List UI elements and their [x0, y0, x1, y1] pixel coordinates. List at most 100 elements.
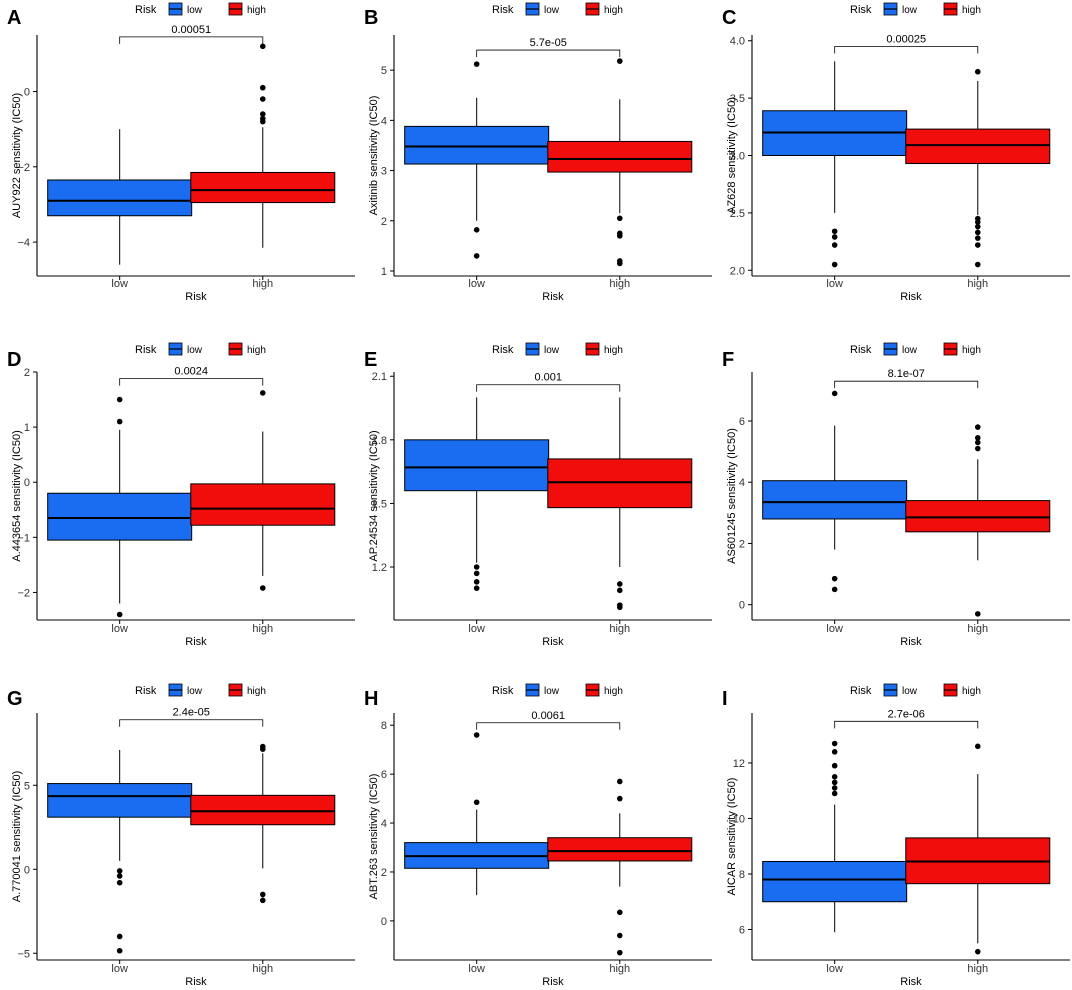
outlier-point — [473, 564, 480, 570]
outlier-point — [974, 439, 981, 446]
legend: Risk low high — [135, 2, 266, 16]
y-tick-label: 4 — [739, 477, 745, 489]
legend-label-low: low — [544, 686, 560, 697]
y-tick-label: 3.5 — [730, 93, 745, 105]
x-tick-label: high — [967, 278, 988, 290]
legend-title: Risk — [850, 685, 872, 697]
y-tick-label: −1 — [17, 532, 30, 544]
y-tick-label: 4 — [381, 115, 387, 127]
y-tick-label: 2.1 — [372, 371, 387, 383]
p-value-label: 5.7e-05 — [530, 37, 567, 49]
outlier-point — [259, 96, 266, 102]
y-tick-label: 6 — [739, 416, 745, 428]
y-tick-label: −4 — [17, 237, 30, 249]
outlier-point — [831, 774, 838, 780]
box-low — [404, 397, 550, 592]
significance-bracket — [119, 36, 264, 44]
legend-label-low: low — [544, 5, 560, 16]
legend-label-high: high — [604, 5, 623, 16]
panel-letter: F — [722, 349, 734, 371]
outlier-point — [616, 260, 623, 267]
panel-b: B Risk low high 1 2 3 4 5 Axitinib sensitivity (I… — [364, 2, 712, 303]
significance-bracket — [119, 378, 264, 386]
outlier-point — [831, 586, 838, 593]
legend-label-low: low — [902, 345, 918, 356]
x-axis-label: Risk — [542, 636, 564, 648]
box-iqr — [762, 860, 908, 903]
box-iqr — [547, 458, 693, 509]
outlier-point — [116, 418, 123, 425]
x-tick-label: high — [252, 623, 273, 635]
box-iqr — [47, 783, 193, 818]
box-iqr — [47, 492, 193, 541]
outlier-point — [259, 891, 266, 898]
y-tick-label: 5 — [381, 65, 387, 77]
panel-d: D Risk low high −2 −1 0 1 2 A.443654 sensitivity … — [7, 342, 355, 648]
outlier-point — [974, 948, 981, 955]
outlier-point — [831, 762, 838, 769]
legend-title: Risk — [850, 344, 872, 356]
outlier-point — [974, 261, 981, 268]
outlier-point — [974, 424, 981, 430]
y-tick-label: 3.0 — [730, 151, 745, 163]
box-high — [190, 743, 336, 904]
box-low — [47, 129, 193, 265]
box-iqr — [905, 128, 1051, 165]
significance-bracket — [476, 722, 621, 730]
y-tick-label: 1 — [24, 422, 30, 434]
y-tick-label: 2 — [381, 867, 387, 879]
outlier-point — [831, 234, 838, 240]
box-iqr — [190, 483, 336, 526]
box-iqr — [404, 439, 550, 492]
legend-label-high: high — [247, 686, 266, 697]
outlier-point — [831, 261, 838, 268]
legend-title: Risk — [850, 4, 872, 16]
box-high — [190, 43, 336, 248]
outlier-point — [974, 435, 981, 441]
outlier-point — [473, 799, 480, 806]
legend-title: Risk — [492, 344, 514, 356]
y-tick-label: 8 — [381, 720, 387, 732]
x-tick-label: low — [826, 623, 843, 635]
y-tick-label: 8 — [739, 869, 745, 881]
outlier-point — [259, 111, 266, 117]
x-tick-label: low — [111, 278, 128, 290]
legend: Risk low high — [492, 342, 623, 356]
box-iqr — [547, 837, 693, 862]
y-tick-label: 4 — [381, 818, 387, 830]
x-tick-label: low — [468, 963, 485, 975]
outlier-point — [259, 746, 266, 752]
box-iqr — [905, 500, 1051, 533]
outlier-point — [974, 242, 981, 248]
outlier-point — [259, 43, 266, 50]
outlier-point — [616, 909, 623, 916]
outlier-point — [473, 732, 480, 738]
x-tick-label: high — [252, 278, 273, 290]
outlier-point — [616, 949, 623, 956]
y-tick-label: −2 — [17, 162, 30, 174]
x-tick-label: low — [111, 963, 128, 975]
outlier-point — [974, 445, 981, 452]
outlier-point — [974, 235, 981, 241]
box-high — [547, 58, 693, 267]
y-axis-label: AZ628 sensitivity (IC50) — [726, 97, 738, 214]
outlier-point — [974, 229, 981, 236]
legend: Risk low high — [850, 2, 981, 16]
legend-label-low: low — [544, 345, 560, 356]
box-iqr — [190, 171, 336, 204]
box-high — [905, 424, 1051, 617]
x-axis-label: Risk — [542, 291, 564, 303]
outlier-point — [831, 749, 838, 755]
x-tick-label: high — [609, 278, 630, 290]
y-tick-label: 2.5 — [730, 208, 745, 220]
outlier-point — [116, 879, 123, 886]
outlier-point — [616, 932, 623, 939]
x-tick-label: high — [252, 963, 273, 975]
legend-label-low: low — [902, 5, 918, 16]
y-tick-label: 6 — [739, 924, 745, 936]
x-axis-label: Risk — [900, 976, 922, 988]
legend-title: Risk — [492, 685, 514, 697]
x-axis-label: Risk — [900, 636, 922, 648]
